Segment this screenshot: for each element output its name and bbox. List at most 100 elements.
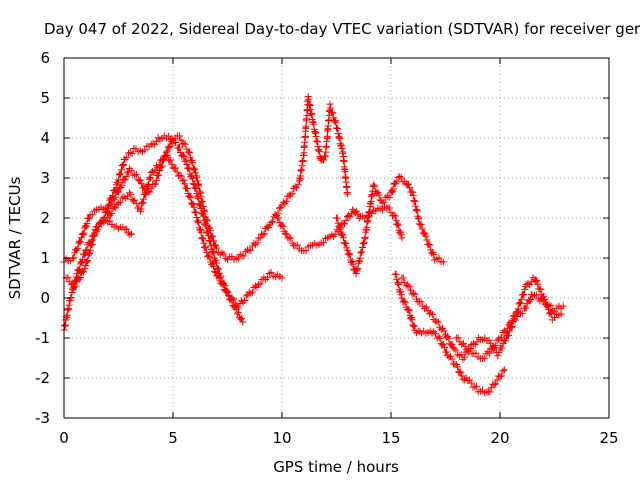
data-point bbox=[234, 254, 242, 262]
x-tick-label: 0 bbox=[59, 429, 69, 447]
data-point bbox=[559, 302, 567, 310]
data-point bbox=[281, 229, 289, 237]
data-point bbox=[85, 214, 93, 222]
data-point bbox=[339, 231, 347, 239]
data-point bbox=[502, 328, 510, 336]
data-point bbox=[392, 270, 400, 278]
data-point bbox=[146, 188, 154, 196]
data-point bbox=[115, 171, 123, 179]
series-10 bbox=[452, 274, 565, 363]
series-9 bbox=[398, 274, 567, 363]
data-point bbox=[415, 214, 423, 222]
data-point bbox=[137, 205, 145, 213]
data-point bbox=[434, 318, 442, 326]
data-point bbox=[84, 257, 92, 265]
data-point bbox=[211, 267, 219, 275]
data-point bbox=[293, 184, 301, 192]
data-point bbox=[426, 241, 434, 249]
data-point bbox=[79, 256, 87, 264]
data-point bbox=[194, 181, 202, 189]
data-point bbox=[352, 270, 360, 278]
data-point bbox=[241, 297, 249, 305]
data-point bbox=[330, 117, 338, 125]
data-point bbox=[404, 306, 412, 314]
data-point bbox=[338, 150, 346, 158]
data-point bbox=[201, 220, 209, 228]
data-point bbox=[70, 254, 78, 262]
data-point bbox=[278, 221, 286, 229]
data-point bbox=[332, 118, 340, 126]
data-point bbox=[503, 325, 511, 333]
data-point bbox=[177, 172, 185, 180]
data-point bbox=[439, 340, 447, 348]
data-point bbox=[492, 380, 500, 388]
data-point bbox=[199, 235, 207, 243]
data-point bbox=[73, 270, 81, 278]
data-point bbox=[448, 340, 456, 348]
data-point bbox=[265, 270, 273, 278]
data-point bbox=[142, 190, 150, 198]
data-point bbox=[194, 217, 202, 225]
data-point bbox=[487, 384, 495, 392]
data-point bbox=[81, 265, 89, 273]
data-point bbox=[145, 175, 153, 183]
series-1 bbox=[60, 132, 247, 326]
data-point bbox=[86, 246, 94, 254]
data-point bbox=[225, 292, 233, 300]
data-point bbox=[203, 217, 211, 225]
data-point bbox=[147, 174, 155, 182]
grid-lines bbox=[64, 58, 609, 418]
data-point bbox=[82, 223, 90, 231]
data-point bbox=[393, 178, 401, 186]
data-point bbox=[404, 180, 412, 188]
data-point bbox=[458, 341, 466, 349]
data-point bbox=[472, 349, 480, 357]
data-point bbox=[397, 291, 405, 299]
data-point bbox=[152, 176, 160, 184]
data-point bbox=[435, 333, 443, 341]
data-point bbox=[206, 253, 214, 261]
data-point bbox=[187, 194, 195, 202]
data-point bbox=[471, 383, 479, 391]
data-point bbox=[517, 299, 525, 307]
data-point bbox=[333, 214, 341, 222]
data-point bbox=[413, 207, 421, 215]
data-point bbox=[437, 325, 445, 333]
data-point bbox=[278, 274, 286, 282]
data-point bbox=[140, 195, 148, 203]
data-point bbox=[189, 200, 197, 208]
data-point bbox=[500, 366, 508, 374]
data-point bbox=[405, 282, 413, 290]
data-point bbox=[118, 194, 126, 202]
data-point bbox=[521, 286, 529, 294]
y-tick-label: 4 bbox=[40, 129, 50, 147]
data-point bbox=[405, 306, 413, 314]
data-point bbox=[118, 181, 126, 189]
data-point bbox=[209, 233, 217, 241]
data-point bbox=[197, 225, 205, 233]
data-point bbox=[155, 161, 163, 169]
data-point bbox=[420, 229, 428, 237]
data-point bbox=[181, 140, 189, 148]
data-point bbox=[212, 256, 220, 264]
data-point bbox=[541, 296, 549, 304]
data-point bbox=[128, 150, 136, 158]
series-2 bbox=[60, 132, 242, 334]
data-point bbox=[431, 330, 439, 338]
data-point bbox=[121, 176, 129, 184]
data-point bbox=[396, 172, 404, 180]
data-point bbox=[346, 251, 354, 259]
data-point bbox=[247, 246, 255, 254]
data-point bbox=[439, 258, 447, 266]
data-point bbox=[448, 355, 456, 363]
y-tick-label: -2 bbox=[35, 369, 50, 387]
data-point bbox=[408, 316, 416, 324]
data-point bbox=[117, 166, 125, 174]
data-point bbox=[360, 238, 368, 246]
data-point bbox=[275, 214, 283, 222]
data-point bbox=[410, 322, 418, 330]
data-point bbox=[88, 211, 96, 219]
data-point bbox=[460, 353, 468, 361]
data-point bbox=[179, 151, 187, 159]
data-point bbox=[397, 231, 405, 239]
